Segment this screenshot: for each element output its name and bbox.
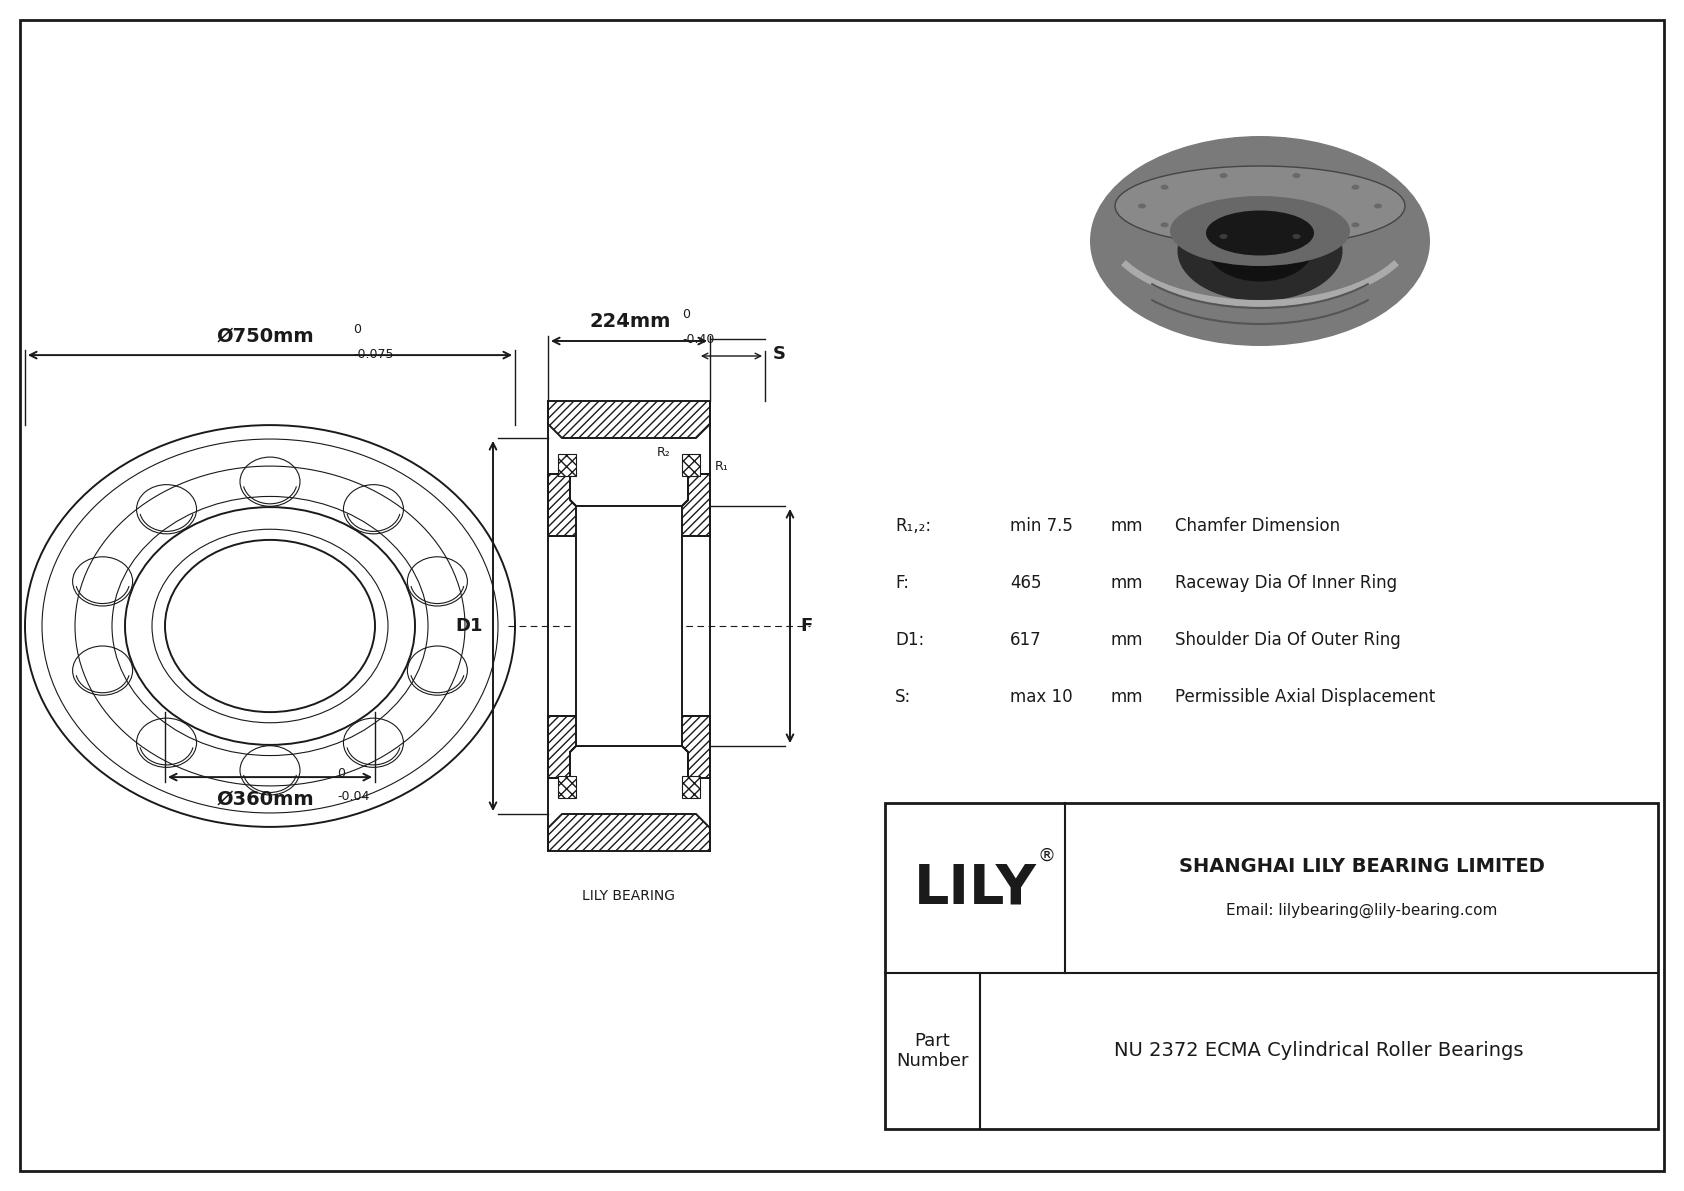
Text: LILY BEARING: LILY BEARING bbox=[583, 888, 675, 903]
Text: F:: F: bbox=[894, 574, 909, 592]
Ellipse shape bbox=[1219, 173, 1228, 179]
Ellipse shape bbox=[1207, 217, 1312, 281]
Ellipse shape bbox=[1170, 197, 1351, 266]
Text: -0.075: -0.075 bbox=[354, 348, 394, 361]
Text: Ø360mm: Ø360mm bbox=[216, 790, 313, 809]
Ellipse shape bbox=[1352, 223, 1359, 227]
Text: R₁,₂:: R₁,₂: bbox=[894, 517, 931, 535]
Text: mm: mm bbox=[1110, 631, 1142, 649]
Text: 617: 617 bbox=[1010, 631, 1042, 649]
Text: -0.04: -0.04 bbox=[337, 790, 369, 803]
Text: R₁: R₁ bbox=[716, 460, 729, 473]
Text: Ø750mm: Ø750mm bbox=[216, 326, 313, 345]
Bar bbox=[886, 803, 1659, 1129]
Text: Raceway Dia Of Inner Ring: Raceway Dia Of Inner Ring bbox=[1175, 574, 1398, 592]
Text: mm: mm bbox=[1110, 688, 1142, 706]
Text: max 10: max 10 bbox=[1010, 688, 1073, 706]
Ellipse shape bbox=[1160, 223, 1169, 227]
Ellipse shape bbox=[1177, 201, 1342, 301]
Text: NU 2372 ECMA Cylindrical Roller Bearings: NU 2372 ECMA Cylindrical Roller Bearings bbox=[1115, 1041, 1524, 1060]
Ellipse shape bbox=[1138, 204, 1147, 208]
Ellipse shape bbox=[1352, 185, 1359, 189]
Text: 465: 465 bbox=[1010, 574, 1041, 592]
Text: F: F bbox=[800, 617, 812, 635]
Bar bbox=[557, 777, 576, 798]
Bar bbox=[576, 506, 682, 746]
Text: S: S bbox=[773, 345, 786, 363]
Text: S:: S: bbox=[894, 688, 911, 706]
Text: R₂: R₂ bbox=[657, 447, 670, 460]
Text: SHANGHAI LILY BEARING LIMITED: SHANGHAI LILY BEARING LIMITED bbox=[1179, 856, 1544, 875]
Bar bbox=[682, 454, 701, 476]
Text: D1: D1 bbox=[455, 617, 483, 635]
Text: Chamfer Dimension: Chamfer Dimension bbox=[1175, 517, 1340, 535]
Text: LILY: LILY bbox=[913, 861, 1036, 915]
Text: Part
Number: Part Number bbox=[896, 1031, 968, 1071]
Text: 0: 0 bbox=[337, 767, 345, 780]
Ellipse shape bbox=[1292, 173, 1300, 179]
Bar bbox=[682, 777, 701, 798]
Ellipse shape bbox=[1160, 185, 1169, 189]
Text: D1:: D1: bbox=[894, 631, 925, 649]
Text: min 7.5: min 7.5 bbox=[1010, 517, 1073, 535]
Text: Permissible Axial Displacement: Permissible Axial Displacement bbox=[1175, 688, 1435, 706]
Text: 0: 0 bbox=[354, 323, 360, 336]
Ellipse shape bbox=[1115, 166, 1404, 247]
Ellipse shape bbox=[1090, 136, 1430, 347]
Ellipse shape bbox=[1206, 211, 1314, 256]
Text: Email: lilybearing@lily-bearing.com: Email: lilybearing@lily-bearing.com bbox=[1226, 903, 1497, 917]
Text: mm: mm bbox=[1110, 517, 1142, 535]
Text: Shoulder Dia Of Outer Ring: Shoulder Dia Of Outer Ring bbox=[1175, 631, 1401, 649]
Ellipse shape bbox=[1219, 233, 1228, 239]
Text: 224mm: 224mm bbox=[589, 312, 670, 331]
Text: mm: mm bbox=[1110, 574, 1142, 592]
Text: ®: ® bbox=[1037, 847, 1056, 865]
Text: 0: 0 bbox=[682, 308, 690, 322]
Ellipse shape bbox=[1374, 204, 1383, 208]
Bar bbox=[557, 454, 576, 476]
Text: -0.40: -0.40 bbox=[682, 333, 714, 347]
Ellipse shape bbox=[1292, 233, 1300, 239]
